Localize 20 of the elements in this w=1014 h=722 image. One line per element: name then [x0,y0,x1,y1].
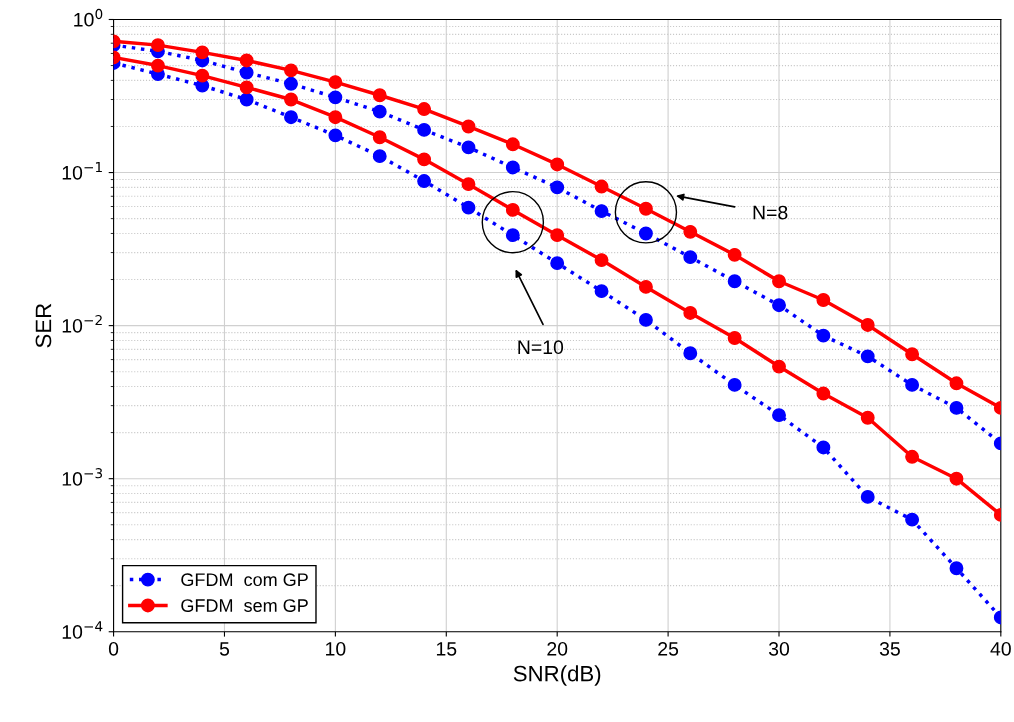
y-tick-label: 10$^{−4}$ [62,621,103,639]
x-tick-label: 40 [990,641,1011,656]
annotation: N=8 [753,205,788,220]
legend-label: GFDM sem GP [181,599,308,612]
y-tick-label: 10$^{−1}$ [62,162,102,180]
x-axis-title: SNR(dB) [513,665,601,686]
y-axis-title: SER [35,303,52,348]
legend-label: GFDM com GP [181,573,308,587]
x-tick-label: 5 [219,642,230,656]
x-tick-label: 0 [108,641,119,656]
x-tick-label: 30 [768,641,790,656]
y-tick-label: 10$^{0}$ [74,8,103,27]
x-tick-label: 35 [879,641,900,656]
x-tick-label: 25 [658,641,679,656]
y-tick-label: 10$^{−2}$ [62,314,102,333]
x-tick-label: 10 [326,641,346,656]
x-tick-label: 15 [436,642,457,656]
annotation: N=10 [518,340,564,355]
x-tick-label: 20 [547,641,568,656]
y-tick-label: 10$^{−3}$ [62,468,103,486]
